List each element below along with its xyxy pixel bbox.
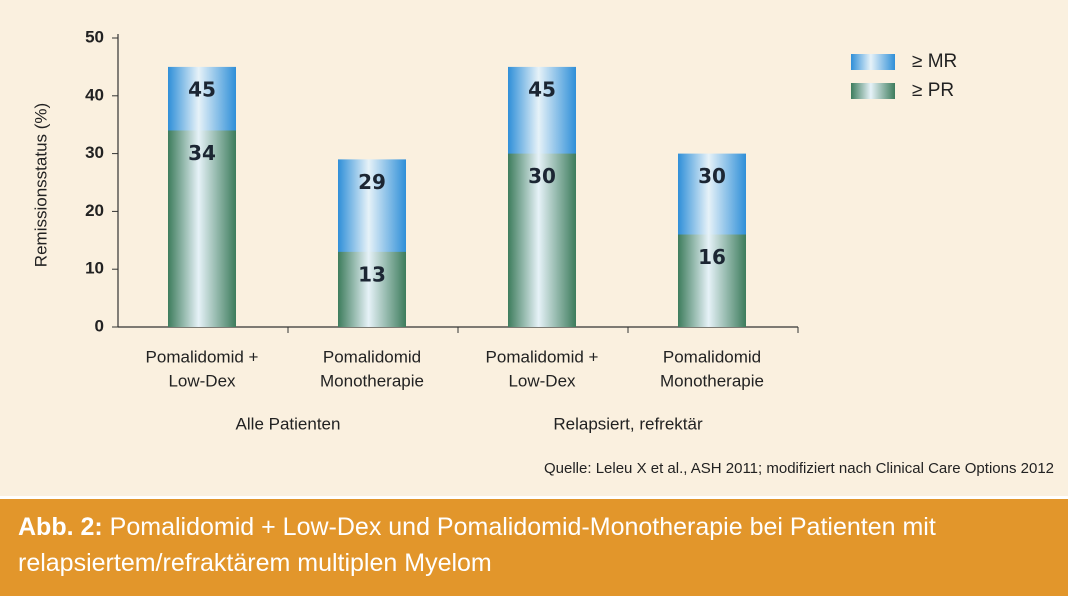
legend-swatch — [851, 54, 895, 70]
value-label: 29 — [358, 170, 386, 194]
group-label: Relapsiert, refrektär — [553, 414, 703, 433]
caption-label: Abb. 2: — [18, 513, 103, 541]
x-tick-label: Pomalidomid — [323, 347, 421, 366]
caption: Abb. 2: Pomalidomid + Low-Dex und Pomali… — [0, 496, 1068, 596]
x-tick-label: Pomalidomid — [663, 347, 761, 366]
value-label: 45 — [188, 77, 216, 101]
x-tick-label: Monotherapie — [660, 371, 764, 390]
y-tick-label: 20 — [85, 201, 104, 220]
x-tick-label: Low-Dex — [508, 371, 576, 390]
y-tick-label: 50 — [85, 27, 104, 46]
value-label: 30 — [528, 164, 556, 188]
bar — [168, 130, 236, 327]
caption-text: Pomalidomid + Low-Dex und Pomalidomid-Mo… — [18, 513, 936, 577]
legend-swatch — [851, 83, 895, 99]
y-tick-label: 0 — [95, 316, 104, 335]
x-tick-label: Pomalidomid + — [146, 347, 259, 366]
bar — [338, 251, 406, 327]
value-label: 30 — [698, 164, 726, 188]
group-label: Alle Patienten — [236, 414, 341, 433]
value-label: 45 — [528, 77, 556, 101]
legend-label: ≥ MR — [912, 51, 957, 72]
chart: Remissionsstatus (%) Quelle: Leleu X et … — [31, 27, 1054, 477]
value-label: 34 — [188, 141, 216, 165]
y-axis-label: Remissionsstatus (%) — [31, 103, 50, 267]
bar — [508, 153, 576, 327]
y-tick-label: 40 — [85, 85, 104, 104]
y-tick-label: 10 — [85, 259, 104, 278]
bar — [678, 234, 746, 327]
value-label: 16 — [698, 245, 726, 269]
y-tick-label: 30 — [85, 143, 104, 162]
x-tick-label: Monotherapie — [320, 371, 424, 390]
value-label: 13 — [358, 262, 386, 286]
legend-label: ≥ PR — [912, 80, 954, 101]
x-tick-label: Low-Dex — [168, 371, 236, 390]
source: Quelle: Leleu X et al., ASH 2011; modifi… — [544, 460, 1054, 477]
x-tick-label: Pomalidomid + — [486, 347, 599, 366]
